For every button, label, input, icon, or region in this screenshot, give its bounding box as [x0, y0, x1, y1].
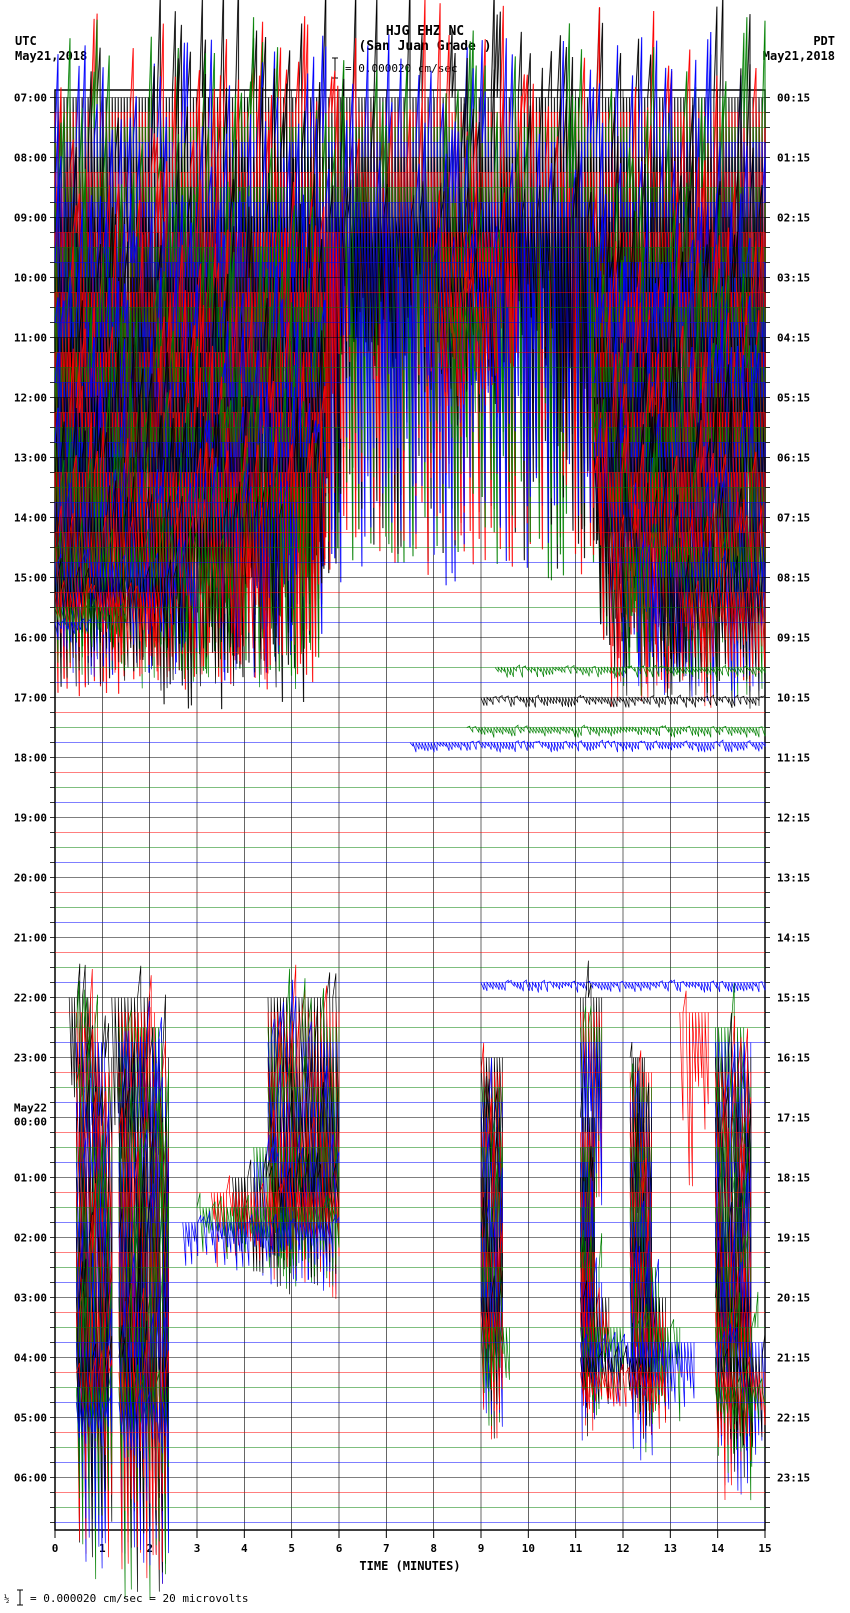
y-left-label: 11:00 [14, 332, 47, 345]
x-tick-label: 3 [194, 1542, 201, 1555]
x-tick-label: 1 [99, 1542, 106, 1555]
trace-burst [495, 665, 765, 677]
y-left-label: 01:00 [14, 1172, 47, 1185]
seismogram-plot: HJG EHZ NC(San Juan Grade )= 0.000020 cm… [0, 0, 850, 1613]
x-tick-label: 6 [336, 1542, 343, 1555]
date-left: May21,2018 [15, 49, 87, 63]
y-left-label: 19:00 [14, 812, 47, 825]
y-right-label: 15:15 [777, 992, 810, 1005]
y-left-label: 07:00 [14, 92, 47, 105]
y-left-label: 15:00 [14, 572, 47, 585]
y-right-label: 00:15 [777, 92, 810, 105]
x-tick-label: 8 [430, 1542, 437, 1555]
tz-left: UTC [15, 34, 37, 48]
y-right-label: 13:15 [777, 872, 810, 885]
y-right-label: 11:15 [777, 752, 810, 765]
y-left-label: 22:00 [14, 992, 47, 1005]
x-tick-label: 14 [711, 1542, 725, 1555]
y-left-label: 23:00 [14, 1052, 47, 1065]
x-tick-label: 12 [616, 1542, 629, 1555]
x-tick-label: 15 [758, 1542, 771, 1555]
y-left-label: 21:00 [14, 932, 47, 945]
x-axis-label: TIME (MINUTES) [359, 1559, 460, 1573]
y-right-label: 16:15 [777, 1052, 810, 1065]
y-right-label: 05:15 [777, 392, 810, 405]
y-right-label: 09:15 [777, 632, 810, 645]
y-left-label: 12:00 [14, 392, 47, 405]
x-tick-label: 10 [522, 1542, 535, 1555]
x-tick-label: 5 [288, 1542, 295, 1555]
y-right-label: 17:15 [777, 1112, 810, 1125]
date-right: May21,2018 [763, 49, 835, 63]
y-left-label: 00:00 [14, 1116, 47, 1129]
y-right-label: 14:15 [777, 932, 810, 945]
trace-burst [467, 725, 765, 737]
y-right-label: 01:15 [777, 152, 810, 165]
y-right-label: 22:15 [777, 1412, 810, 1425]
y-right-label: 23:15 [777, 1472, 810, 1485]
y-left-label: 18:00 [14, 752, 47, 765]
y-left-label: 08:00 [14, 152, 47, 165]
x-tick-label: 0 [52, 1542, 59, 1555]
x-tick-label: 9 [478, 1542, 485, 1555]
x-tick-label: 13 [664, 1542, 677, 1555]
y-right-label: 18:15 [777, 1172, 810, 1185]
y-right-label: 12:15 [777, 812, 810, 825]
tz-right: PDT [813, 34, 835, 48]
footer-scale: = 0.000020 cm/sec = 20 microvolts [30, 1592, 249, 1605]
y-left-label: 17:00 [14, 692, 47, 705]
y-left-label: 09:00 [14, 212, 47, 225]
y-right-label: 19:15 [777, 1232, 810, 1245]
y-right-label: 03:15 [777, 272, 810, 285]
y-left-label: 06:00 [14, 1472, 47, 1485]
trace-burst [410, 740, 765, 752]
y-left-label: 04:00 [14, 1352, 47, 1365]
y-right-label: 02:15 [777, 212, 810, 225]
x-tick-label: 11 [569, 1542, 583, 1555]
y-right-label: 21:15 [777, 1352, 810, 1365]
trace-burst [680, 991, 708, 1186]
y-right-label: 04:15 [777, 332, 810, 345]
x-tick-label: 4 [241, 1542, 248, 1555]
y-left-label: 13:00 [14, 452, 47, 465]
y-left-label: 02:00 [14, 1232, 47, 1245]
y-right-label: 08:15 [777, 572, 810, 585]
y-left-label: 03:00 [14, 1292, 47, 1305]
y-right-label: 07:15 [777, 512, 810, 525]
svg-text:½: ½ [4, 1594, 9, 1605]
y-right-label: 20:15 [777, 1292, 810, 1305]
y-left-label: May22 [14, 1102, 47, 1115]
y-left-label: 05:00 [14, 1412, 47, 1425]
y-left-label: 20:00 [14, 872, 47, 885]
y-right-label: 06:15 [777, 452, 810, 465]
y-right-label: 10:15 [777, 692, 810, 705]
y-left-label: 14:00 [14, 512, 47, 525]
x-tick-label: 7 [383, 1542, 390, 1555]
y-left-label: 10:00 [14, 272, 47, 285]
y-left-label: 16:00 [14, 632, 47, 645]
